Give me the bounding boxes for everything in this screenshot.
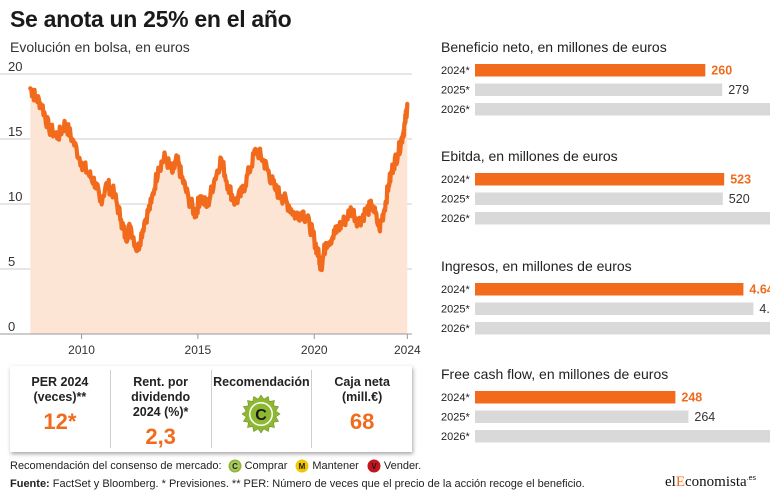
kpi-value: 68 [349,409,375,434]
legend-item-vender: V Vender. [367,459,421,473]
kpi-value: 2,3 [145,424,176,449]
bar [475,430,770,443]
bar-category-label: 2026* [441,213,470,225]
legend-item-comprar: C Comprar [228,459,288,473]
kpi-label: Recomendación [213,375,310,389]
bar [475,283,744,296]
bar-value-label: 248 [681,391,702,405]
mantener-icon: M [295,459,309,473]
bar [475,322,770,335]
kpi-value: 12* [43,409,77,434]
kpi-label: Rent. por dividendo 2024 (%)* [131,375,191,419]
bar-chart-block: Free cash flow, en millones de euros 2024… [441,366,770,443]
bar-chart-block: Ingresos, en millones de euros 2024* 4.648… [441,258,770,335]
bar-value-label: 4.648 [749,283,770,297]
metrics-bar-charts: Beneficio neto, en millones de euros 2024… [441,39,770,443]
bar [475,410,689,423]
bar-value-label: 523 [730,173,751,187]
bar-value-label: 260 [711,64,732,78]
bar-category-label: 2025* [441,412,470,424]
legend-label: Vender. [383,460,422,472]
brand-logo: elEconomista.es [665,474,756,490]
bar-category-label: 2025* [441,304,470,316]
x-tick-label: 2015 [185,343,212,357]
legend-label: Mantener [312,460,359,472]
bar-chart-title: Ingresos, en millones de euros [441,258,632,274]
legend-prefix: Recomendación del consenso de mercado: [10,460,222,472]
source-note: Fuente: FactSet y Bloomberg. * Prevision… [10,478,585,490]
bar-chart-title: Free cash flow, en millones de euros [441,366,668,382]
bar-category-label: 2024* [441,392,470,404]
comprar-icon: C [228,459,242,473]
bar [475,83,723,96]
bar-category-label: 2024* [441,174,470,186]
bar [475,64,706,77]
bar-category-label: 2024* [441,284,470,296]
y-tick-label: 15 [8,124,22,139]
y-tick-label: 20 [8,60,22,74]
source-text: FactSet y Bloomberg. * Previsiones. ** P… [52,478,585,490]
chart-subtitle: Evolución en bolsa, en euros [10,39,190,55]
bar [475,103,770,116]
kpi-dividend: Rent. por dividendo 2024 (%)* 2,3 [111,370,212,449]
bar-category-label: 2024* [441,65,470,77]
source-label: Fuente: [10,478,50,490]
y-tick-label: 0 [8,319,15,334]
svg-text:C: C [232,462,238,471]
bar [475,173,725,186]
vender-icon: V [367,459,381,473]
comprar-badge-icon: C [241,394,281,434]
kpi-panel: PER 2024 (veces)** 12* Rent. por dividen… [10,366,412,452]
bar-category-label: 2026* [441,431,470,443]
price-area [30,88,408,334]
bar-category-label: 2026* [441,104,470,116]
kpi-per: PER 2024 (veces)** 12* [10,370,111,448]
bar-value-label: 4.821 [759,302,770,316]
y-tick-label: 5 [8,254,15,269]
bar-category-label: 2025* [441,194,470,206]
bar-chart-block: Beneficio neto, en millones de euros 2024… [441,39,770,116]
bar-chart-block: Ebitda, en millones de euros 2024* 523 2025… [441,148,770,225]
bar-value-label: 520 [729,192,750,206]
x-tick-label: 2020 [301,343,328,357]
kpi-label: PER 2024 (veces)** [31,375,89,404]
bar-value-label: 279 [728,83,749,97]
bar-chart-title: Ebitda, en millones de euros [441,148,618,164]
price-line [28,86,410,273]
bar [475,391,676,404]
legend-item-mantener: M Mantener [295,459,359,473]
svg-text:V: V [371,462,377,471]
svg-text:M: M [299,462,306,471]
bar [475,192,723,205]
bar-category-label: 2025* [441,85,470,97]
recommendation-legend: Recomendación del consenso de mercado: C… [10,459,429,473]
kpi-net-cash: Caja neta (mill.€) 68 [312,370,412,448]
x-tick-label: 2010 [68,343,95,357]
stock-price-chart: 0 5 10 15 20 2010 2015 2020 2024 [0,60,421,357]
kpi-recommendation: Recomendación C [212,370,313,448]
y-tick-label: 10 [8,189,22,204]
chart-title: Se anota un 25% en el año [10,6,292,32]
legend-label: Comprar [244,460,288,472]
kpi-label: Caja neta (mill.€) [334,375,390,404]
bar [475,212,770,225]
bar-value-label: 264 [694,410,715,424]
bar-category-label: 2026* [441,323,470,335]
bar-chart-title: Beneficio neto, en millones de euros [441,39,667,55]
x-tick-label: 2024 [394,343,421,357]
badge-letter: C [256,407,268,424]
bar [475,302,754,315]
